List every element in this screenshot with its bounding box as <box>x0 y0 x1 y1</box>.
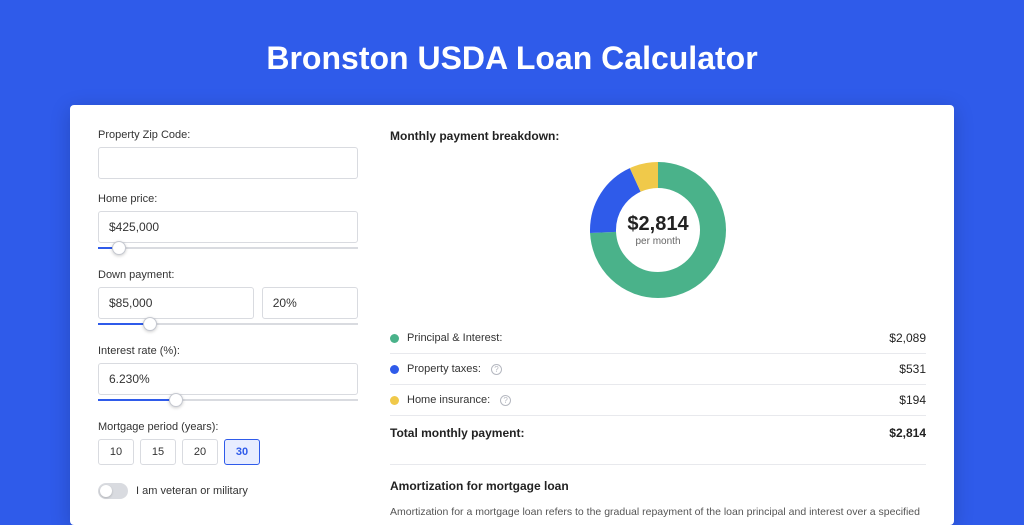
legend-label: Principal & Interest: <box>407 332 502 344</box>
mortgage-period-block: Mortgage period (years): 10152030 <box>98 421 358 465</box>
legend-dot <box>390 334 399 343</box>
down-payment-label: Down payment: <box>98 269 358 281</box>
mortgage-period-option-30[interactable]: 30 <box>224 439 260 465</box>
mortgage-period-label: Mortgage period (years): <box>98 421 358 433</box>
mortgage-period-option-15[interactable]: 15 <box>140 439 176 465</box>
form-panel: Property Zip Code: Home price: Down paym… <box>98 129 358 525</box>
down-payment-pct-input[interactable] <box>262 287 358 319</box>
legend-label: Property taxes: <box>407 363 481 375</box>
home-price-slider[interactable] <box>98 241 358 255</box>
legend-value: $194 <box>899 393 926 407</box>
zip-input[interactable] <box>98 147 358 179</box>
info-icon[interactable]: ? <box>500 395 511 406</box>
donut-chart: $2,814 per month <box>583 155 733 305</box>
down-payment-block: Down payment: <box>98 269 358 331</box>
donut-sub: per month <box>635 236 680 247</box>
home-price-block: Home price: <box>98 193 358 255</box>
page-title: Bronston USDA Loan Calculator <box>70 40 954 77</box>
amortization-section: Amortization for mortgage loan Amortizat… <box>390 464 926 521</box>
veteran-row: I am veteran or military <box>98 483 358 499</box>
legend-dot <box>390 365 399 374</box>
legend-dot <box>390 396 399 405</box>
veteran-label: I am veteran or military <box>136 485 248 497</box>
breakdown-title: Monthly payment breakdown: <box>390 129 926 143</box>
legend-row: Property taxes:? $531 <box>390 353 926 384</box>
total-value: $2,814 <box>889 426 926 440</box>
info-icon[interactable]: ? <box>491 364 502 375</box>
interest-rate-label: Interest rate (%): <box>98 345 358 357</box>
donut-amount: $2,814 <box>627 213 688 236</box>
interest-rate-input[interactable] <box>98 363 358 395</box>
legend-value: $2,089 <box>889 331 926 345</box>
veteran-toggle[interactable] <box>98 483 128 499</box>
amortization-text: Amortization for a mortgage loan refers … <box>390 505 926 521</box>
legend-row: Home insurance:? $194 <box>390 384 926 415</box>
down-payment-slider[interactable] <box>98 317 358 331</box>
zip-field-block: Property Zip Code: <box>98 129 358 179</box>
mortgage-period-option-10[interactable]: 10 <box>98 439 134 465</box>
calculator-card: Property Zip Code: Home price: Down paym… <box>70 105 954 525</box>
breakdown-panel: Monthly payment breakdown: $2,814 per mo… <box>390 129 926 525</box>
mortgage-period-option-20[interactable]: 20 <box>182 439 218 465</box>
legend: Principal & Interest: $2,089 Property taxe… <box>390 323 926 415</box>
donut-chart-wrap: $2,814 per month <box>390 155 926 305</box>
zip-label: Property Zip Code: <box>98 129 358 141</box>
down-payment-input[interactable] <box>98 287 254 319</box>
interest-rate-block: Interest rate (%): <box>98 345 358 407</box>
amortization-title: Amortization for mortgage loan <box>390 479 926 493</box>
home-price-input[interactable] <box>98 211 358 243</box>
total-row: Total monthly payment: $2,814 <box>390 415 926 450</box>
interest-rate-slider[interactable] <box>98 393 358 407</box>
legend-value: $531 <box>899 362 926 376</box>
home-price-label: Home price: <box>98 193 358 205</box>
mortgage-period-options: 10152030 <box>98 439 358 465</box>
total-label: Total monthly payment: <box>390 426 524 440</box>
legend-row: Principal & Interest: $2,089 <box>390 323 926 353</box>
legend-label: Home insurance: <box>407 394 490 406</box>
